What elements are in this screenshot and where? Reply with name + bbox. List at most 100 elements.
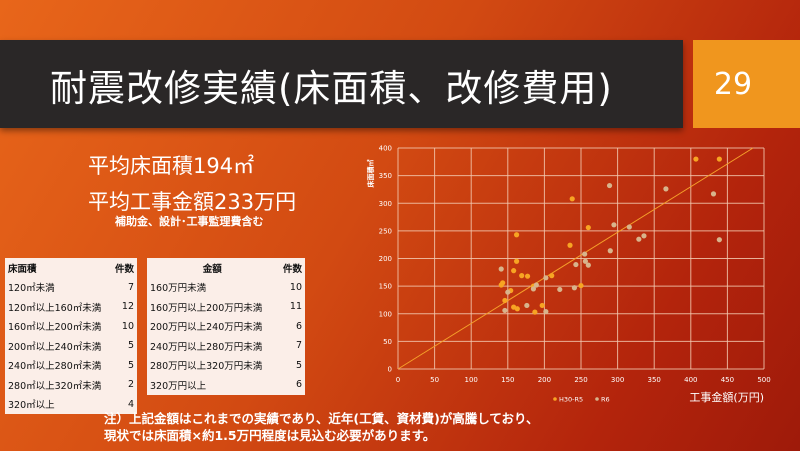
data-point-h30-r5 <box>524 273 531 279</box>
x-tick-label: 300 <box>611 376 624 384</box>
range-cell: 120㎡未満 <box>8 283 55 295</box>
data-point-h30-r5 <box>569 196 575 202</box>
y-axis-title: 床面積㎡ <box>366 160 375 188</box>
trendline <box>397 147 754 370</box>
range-cell: 240万円以上280万円未満 <box>150 341 263 353</box>
table-row: 320㎡以上 4 <box>5 395 137 415</box>
range-cell: 240㎡以上280㎡未満 <box>8 361 102 373</box>
header-cell: 金額 <box>202 263 222 275</box>
average-area: 平均床面積194㎡ <box>88 154 255 178</box>
page-number: 29 <box>713 67 753 102</box>
title-bar: 耐震改修実績(床面積、改修費用) <box>0 40 683 128</box>
cost-note: 補助金、設計･工事監理費含む <box>115 215 264 228</box>
footnote: 注）上記金額はこれまでの実績であり、近年(工賃、資材費)が高騰しており、 現状で… <box>104 410 539 444</box>
scatter-chart: 0 50 100 150 200 250 300 350 400 450 500 0 50 100 150 2… <box>366 145 771 405</box>
data-point-r6 <box>582 251 588 257</box>
count-cell: 7 <box>295 340 302 352</box>
range-cell: 320万円以上 <box>150 380 207 392</box>
data-point-r6 <box>498 266 504 272</box>
x-tick-label: 200 <box>538 376 551 384</box>
table-row: 240万円以上280万円未満 7 <box>147 336 305 356</box>
y-tick-label: 350 <box>379 172 392 180</box>
table-row: 240㎡以上280㎡未満 5 <box>5 356 137 376</box>
legend-marker <box>595 397 599 401</box>
data-point-r6 <box>557 286 563 293</box>
count-cell: 10 <box>289 281 302 293</box>
data-point-r6 <box>641 233 647 239</box>
y-tick-label: 300 <box>379 200 392 208</box>
x-tick-label: 100 <box>465 376 478 384</box>
range-cell: 280万円以上320万円未満 <box>150 361 263 373</box>
range-cell: 200万円以上240万円未満 <box>150 322 263 334</box>
count-cell: 10 <box>121 320 134 332</box>
table-row: 280万円以上320万円未満 5 <box>147 356 305 376</box>
data-point-h30-r5 <box>513 232 520 238</box>
page-number-box: 29 <box>693 40 800 128</box>
data-point-h30-r5 <box>511 268 517 274</box>
data-point-r6 <box>606 182 613 189</box>
range-cell: 320㎡以上 <box>8 400 55 412</box>
footnote-line-1: 注）上記金額はこれまでの実績であり、近年(工賃、資材費)が高騰しており、 <box>104 411 539 426</box>
data-point-h30-r5 <box>578 282 584 289</box>
count-cell: 11 <box>289 301 302 313</box>
count-cell: 4 <box>127 398 134 410</box>
table-row: 200万円以上240万円未満 6 <box>147 317 305 337</box>
count-cell: 7 <box>127 281 134 293</box>
table-row: 160万円以上200万円未満 11 <box>147 297 305 317</box>
count-cell: 6 <box>295 379 302 391</box>
y-tick-label: 150 <box>379 283 392 291</box>
x-tick-label: 500 <box>757 376 770 384</box>
table-row: 120㎡以上160㎡未満 12 <box>5 297 137 317</box>
x-tick-label: 450 <box>721 376 734 384</box>
y-tick-label: 0 <box>388 366 392 374</box>
count-cell: 12 <box>121 301 134 313</box>
header-cell: 件数 <box>114 263 134 275</box>
x-tick-label: 0 <box>396 376 400 384</box>
data-point-r6 <box>533 282 539 288</box>
data-point-r6 <box>573 261 579 268</box>
table-row: 160万円未満 10 <box>147 278 305 298</box>
legend-label: R6 <box>601 396 610 404</box>
data-point-h30-r5 <box>716 156 722 162</box>
average-cost: 平均工事金額233万円 <box>88 190 297 214</box>
count-cell: 5 <box>295 359 302 371</box>
cost-table: 金額 件数 160万円未満 10 160万円以上200万円未満 11 200万円以上240万… <box>147 258 305 395</box>
data-point-h30-r5 <box>693 156 699 162</box>
range-cell: 160㎡以上200㎡未満 <box>8 322 102 334</box>
count-cell: 6 <box>295 320 302 332</box>
data-point-r6 <box>582 258 588 264</box>
data-point-h30-r5 <box>498 282 504 288</box>
range-cell: 200㎡以上240㎡未満 <box>8 341 102 353</box>
data-point-r6 <box>626 224 632 230</box>
range-cell: 160万円未満 <box>150 283 207 295</box>
data-point-h30-r5 <box>585 224 591 231</box>
y-tick-label: 250 <box>379 227 392 235</box>
x-axis-title: 工事金額(万円) <box>689 390 764 404</box>
range-cell: 280㎡以上320㎡未満 <box>8 380 102 392</box>
x-tick-label: 250 <box>574 376 587 384</box>
table-row: 320万円以上 6 <box>147 375 305 395</box>
x-tick-label: 350 <box>648 376 661 384</box>
data-point-r6 <box>636 236 642 242</box>
table-row: 200㎡以上240㎡未満 5 <box>5 336 137 356</box>
range-cell: 160万円以上200万円未満 <box>150 302 263 314</box>
table-row: 120㎡未満 7 <box>5 278 137 298</box>
x-tick-label: 400 <box>684 376 697 384</box>
data-point-h30-r5 <box>502 297 508 304</box>
header-cell: 床面積 <box>8 263 37 275</box>
range-cell: 120㎡以上160㎡未満 <box>8 302 102 314</box>
data-point-r6 <box>543 308 549 315</box>
data-point-h30-r5 <box>567 242 573 248</box>
data-point-h30-r5 <box>532 309 538 315</box>
data-point-r6 <box>607 248 613 254</box>
footnote-line-2: 現状では床面積×約1.5万円程度は見込む必要があります。 <box>104 428 436 443</box>
count-cell: 2 <box>127 379 134 391</box>
x-tick-label: 50 <box>430 376 439 384</box>
table-row: 160㎡以上200㎡未満 10 <box>5 317 137 337</box>
y-tick-label: 400 <box>379 145 392 153</box>
legend-label: H30-R5 <box>559 396 583 404</box>
table-header-row: 金額 件数 <box>147 258 305 278</box>
data-point-h30-r5 <box>549 273 555 279</box>
data-point-r6 <box>611 222 617 228</box>
data-point-r6 <box>663 186 669 192</box>
